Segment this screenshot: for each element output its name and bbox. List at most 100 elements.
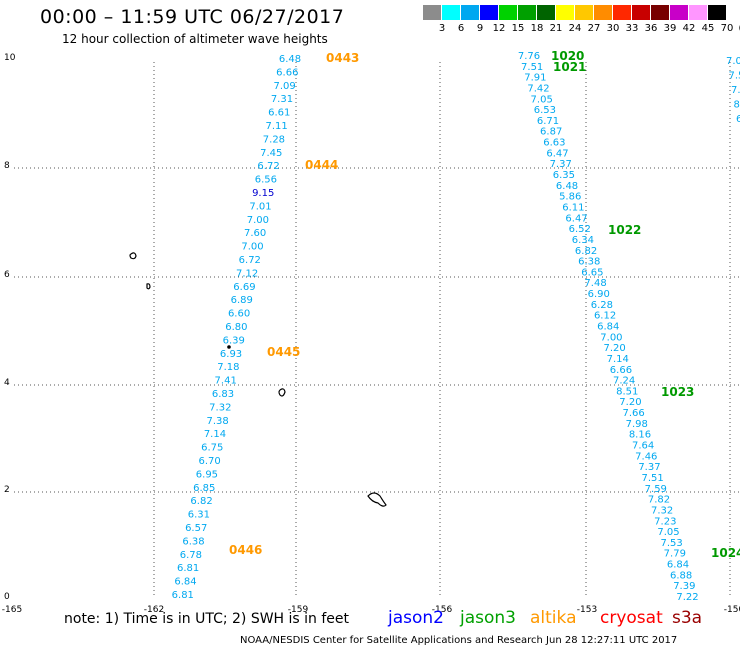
- wave-height-label: 6.90: [588, 289, 610, 300]
- y-tick-label: 0: [4, 592, 10, 602]
- wave-height-label: 7.20: [619, 397, 641, 408]
- scale-label: 15: [511, 23, 525, 34]
- scale-swatch: [613, 5, 631, 20]
- pass-label: 0443: [326, 51, 359, 65]
- credit-line: NOAA/NESDIS Center for Satellite Applica…: [240, 635, 678, 646]
- wave-height-label: 6.82: [575, 246, 597, 257]
- wave-height-label: 7.41: [215, 376, 237, 387]
- wave-height-label: 7.05: [657, 527, 679, 538]
- scale-label: 12: [492, 23, 506, 34]
- island-outline: [367, 492, 387, 507]
- wave-height-label: 6.84: [667, 560, 689, 571]
- wave-height-label: 7.23: [654, 516, 676, 527]
- satellite-jason2: jason2: [388, 608, 444, 628]
- wave-height-label: 6.81: [177, 563, 199, 574]
- wave-height-label: 6.52: [569, 224, 591, 235]
- wave-height-label: 6.72: [239, 255, 261, 266]
- pass-label: 1023: [661, 385, 694, 399]
- scale-label: 27: [587, 23, 601, 34]
- wave-height-label: 7.14: [204, 429, 226, 440]
- scale-swatch: [518, 5, 536, 20]
- wave-height-label: 7.14: [607, 354, 629, 365]
- satellite-cryosat: cryosat: [600, 608, 663, 628]
- island-outline: [278, 388, 286, 397]
- y-tick-label: 8: [4, 161, 10, 171]
- wave-height-label: 6.61: [268, 108, 290, 119]
- wave-height-label: 6.85: [193, 483, 215, 494]
- pass-label: 0444: [305, 158, 338, 172]
- wave-height-label: 7.18: [217, 362, 239, 373]
- scale-label: 18: [530, 23, 544, 34]
- scale-swatch: [537, 5, 555, 20]
- wave-height-label: 6.31: [188, 510, 210, 521]
- pass-label: 0446: [229, 543, 262, 557]
- wave-height-label: 6.60: [228, 309, 250, 320]
- wave-height-label: 6.81: [172, 590, 194, 601]
- wave-height-label: 6.82: [190, 496, 212, 507]
- x-tick-label: -165: [2, 605, 22, 615]
- wave-height-label: 6.12: [594, 311, 616, 322]
- scale-swatch: [670, 5, 688, 20]
- y-tick-label: 4: [4, 378, 10, 388]
- island-dot: [227, 345, 231, 349]
- island-outlines: [129, 252, 387, 507]
- grid-lines: [14, 62, 740, 598]
- wave-height-label: 7.32: [209, 402, 231, 413]
- wave-height-label: 6.63: [543, 138, 565, 149]
- wave-height-label: 7.64: [632, 441, 654, 452]
- wave-height-label: 6.35: [553, 170, 575, 181]
- wave-height-label: 7.76: [518, 51, 540, 62]
- axis-tick-labels: -165 -162 -159 -156 -153 -150 0 2 4 6 8 10: [2, 53, 740, 615]
- wave-height-label: 7.00: [600, 332, 622, 343]
- scale-label: 9: [476, 23, 484, 34]
- wave-height-label: 7.53: [661, 538, 683, 549]
- wave-height-label: 7.98: [626, 419, 648, 430]
- wave-height-label: 7.66: [622, 408, 644, 419]
- wave-height-label: 7.20: [603, 343, 625, 354]
- scale-swatch: [632, 5, 650, 20]
- scale-swatch: [708, 5, 726, 20]
- wave-height-label: 6.39: [223, 335, 245, 346]
- wave-height-label: 6.83: [212, 389, 234, 400]
- satellite-jason3: jason3: [460, 608, 516, 628]
- wave-height-label: 7.09: [274, 81, 296, 92]
- wave-height-label: 7.00: [247, 215, 269, 226]
- pass-label: 1020: [551, 49, 584, 63]
- pass-label: 0445: [267, 345, 300, 359]
- island-outline: [129, 252, 137, 260]
- wave-height-label: 7.05: [531, 94, 553, 105]
- wave-height-label: 6.56: [255, 175, 277, 186]
- wave-height-label: 6.48: [279, 54, 301, 65]
- wave-height-label: 7.51: [641, 473, 663, 484]
- satellite-altika: altika: [530, 608, 577, 628]
- y-tick-label: 6: [4, 270, 10, 280]
- wave-height-label: 6.75: [201, 443, 223, 454]
- wave-height-label: 7.38: [207, 416, 229, 427]
- wave-height-label: 8.16: [629, 430, 651, 441]
- wave-height-label: 7.51: [521, 62, 543, 73]
- pass-label: 1022: [608, 223, 641, 237]
- wave-height-label: 6.93: [220, 349, 242, 360]
- wave-height-label: 7.42: [527, 83, 549, 94]
- wave-height-label: 6.66: [276, 67, 298, 78]
- wave-height-label: 5.86: [559, 192, 581, 203]
- scale-label: 70: [720, 23, 734, 34]
- wave-height-label: 7.32: [651, 505, 673, 516]
- wave-height-label: 7.48: [584, 278, 606, 289]
- wave-height-label: 6.34: [572, 235, 594, 246]
- wave-height-label: 6.47: [565, 213, 587, 224]
- scale-label: 3: [438, 23, 446, 34]
- wave-height-label: 8: [734, 100, 740, 111]
- scale-swatch: [651, 5, 669, 20]
- altimeter-track-1: 6.48 6.66 7.09 7.31 6.61 7.11 7.28 7.45 6.72 6.56…: [172, 54, 301, 601]
- scale-label: 42: [682, 23, 696, 34]
- wave-height-label: 7.24: [613, 376, 635, 387]
- wave-height-label: 6.87: [540, 127, 562, 138]
- wave-height-label: 7.82: [648, 495, 670, 506]
- wave-height-label: 7.79: [664, 549, 686, 560]
- wave-height-label: 6.71: [537, 116, 559, 127]
- scale-swatch: [575, 5, 593, 20]
- wave-height-label: 6.70: [198, 456, 220, 467]
